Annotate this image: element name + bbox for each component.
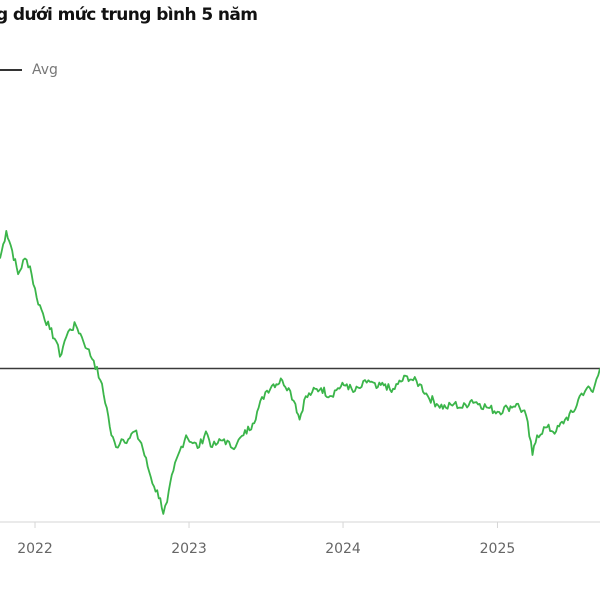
legend-avg-label: Avg	[32, 62, 58, 78]
x-tick-label-2024: 2024	[325, 541, 361, 557]
legend: Avg	[0, 61, 58, 79]
legend-avg-swatch	[0, 69, 22, 71]
x-tick-label-2025: 2025	[480, 541, 516, 557]
series-line	[0, 230, 600, 515]
chart-title: g dưới mức trung bình 5 năm	[0, 5, 258, 25]
x-tick-label-2022: 2022	[17, 541, 53, 557]
x-tick-label-2023: 2023	[171, 541, 207, 557]
x-axis-ticks: 2022 2023 2024 2025	[17, 522, 515, 557]
